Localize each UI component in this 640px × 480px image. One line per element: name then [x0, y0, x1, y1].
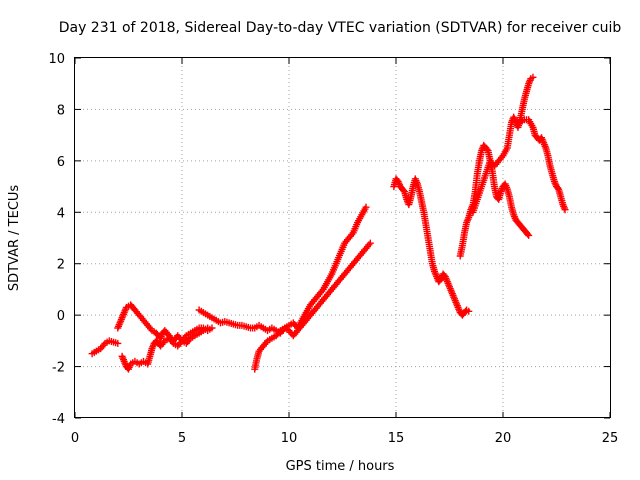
series-track-8	[469, 73, 537, 216]
x-tick-label: 20	[495, 431, 512, 446]
plot-frame	[74, 57, 611, 418]
data-point	[561, 206, 569, 214]
chart-title: Day 231 of 2018, Sidereal Day-to-day VTE…	[59, 20, 622, 36]
x-tick-label: 5	[178, 431, 186, 446]
grid	[75, 58, 610, 418]
y-tick-label: -2	[52, 361, 65, 376]
series-track-5	[251, 203, 370, 373]
data-point	[366, 239, 374, 247]
data-point	[465, 307, 473, 315]
y-tick-label: -4	[52, 412, 65, 427]
data-points	[88, 73, 569, 373]
x-tick-label: 0	[71, 431, 79, 446]
data-point	[525, 231, 533, 239]
data-point	[399, 186, 407, 194]
data-point	[362, 203, 370, 211]
data-point	[554, 184, 562, 192]
series-track-9	[516, 116, 569, 214]
x-tick-label: 15	[388, 431, 405, 446]
series-track-1	[88, 337, 122, 358]
y-tick-label: 4	[57, 206, 65, 221]
x-tick-label: 25	[602, 431, 619, 446]
data-point	[483, 145, 491, 153]
y-tick-label: 6	[57, 155, 65, 170]
y-tick-label: 10	[48, 52, 65, 67]
data-point	[529, 73, 537, 81]
data-point	[114, 339, 122, 347]
x-axis-label: GPS time / hours	[286, 459, 395, 474]
x-tick-label: 10	[281, 431, 298, 446]
series-track-6	[390, 175, 473, 319]
y-tick-label: 8	[57, 103, 65, 118]
series-track-4	[195, 239, 374, 340]
series-track-3	[118, 324, 212, 373]
y-axis-label: SDTVAR / TECUs	[7, 185, 22, 292]
series-track-7	[456, 141, 533, 260]
y-tick-label: 0	[57, 309, 65, 324]
data-point	[524, 230, 532, 238]
y-tick-label: 2	[57, 258, 65, 273]
data-point	[204, 324, 212, 332]
axis-ticks: 0 5 10 15 20 25 -4 -2 0 2 4 6 8 10	[48, 52, 618, 446]
